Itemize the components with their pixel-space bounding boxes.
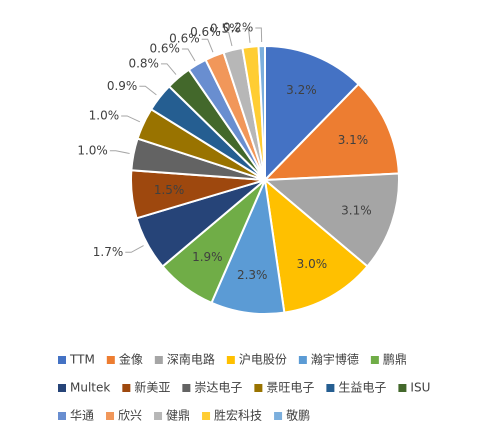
- data-label: 0.6%: [169, 32, 200, 46]
- legend-swatch: [122, 384, 131, 392]
- legend-label: 金像: [119, 352, 143, 367]
- legend-label: 欣兴: [118, 409, 142, 423]
- legend-swatch: [202, 412, 211, 420]
- data-label: 1.0%: [77, 143, 108, 157]
- pie-slice: [263, 177, 369, 314]
- pie-slice: [262, 82, 400, 182]
- leader-line: [109, 150, 130, 154]
- data-label: 0.5%: [210, 21, 241, 35]
- legend-swatch: [182, 384, 191, 392]
- legend-label: Multek: [70, 381, 110, 395]
- data-label: 3.1%: [338, 133, 369, 147]
- data-label: 0.6%: [190, 25, 221, 39]
- data-label: 0.2%: [223, 21, 254, 35]
- legend-swatch: [154, 412, 163, 420]
- data-label: 1.5%: [154, 183, 185, 197]
- leader-line: [160, 63, 177, 75]
- legend-label: 胜宏科技: [214, 408, 262, 423]
- data-label: 3.1%: [341, 203, 372, 217]
- legend-label: 景旺电子: [266, 381, 314, 395]
- leader-line: [201, 38, 214, 53]
- legend-label: 新美亚: [134, 380, 170, 395]
- legend-swatch: [254, 384, 263, 392]
- legend-swatch: [370, 356, 379, 364]
- data-label: 3.2%: [286, 83, 317, 97]
- legend-swatch: [326, 384, 335, 392]
- leader-line: [181, 48, 196, 62]
- leader-line: [242, 28, 251, 43]
- legend-label: 瀚宇博德: [311, 352, 359, 367]
- leader-line: [222, 31, 233, 47]
- legend-swatch: [154, 356, 163, 364]
- data-label: 2.3%: [237, 268, 268, 282]
- data-label: 1.0%: [89, 108, 120, 122]
- legend-label: 华通: [70, 409, 94, 423]
- legend-swatch: [58, 356, 66, 364]
- legend-label: 生益电子: [338, 381, 386, 395]
- legend-swatch: [106, 412, 115, 420]
- legend-swatch: [398, 384, 407, 392]
- data-label: 1.7%: [93, 245, 124, 259]
- legend-label: TTM: [69, 353, 95, 367]
- legend-swatch: [58, 384, 66, 392]
- legend-label: 健鼎: [166, 409, 190, 423]
- legend-label: 深南电路: [167, 352, 215, 367]
- legend-label: 敬鹏: [286, 409, 310, 423]
- pie-slice: [262, 172, 400, 268]
- data-label: 0.9%: [107, 79, 138, 93]
- legend-swatch: [298, 356, 307, 364]
- pie-slice: [264, 44, 361, 183]
- data-label: 0.6%: [149, 41, 180, 55]
- data-label: 3.0%: [297, 257, 328, 271]
- legend-swatch: [58, 412, 66, 420]
- data-label: 1.9%: [192, 250, 223, 264]
- legend-swatch: [106, 356, 115, 364]
- data-label: 0.8%: [128, 56, 159, 70]
- leader-line: [125, 245, 144, 253]
- legend-swatch: [274, 412, 283, 420]
- legend-label: 沪电股份: [239, 353, 287, 367]
- legend-label: ISU: [410, 381, 430, 395]
- legend-swatch: [226, 356, 235, 364]
- legend-label: 崇达电子: [194, 381, 242, 395]
- leader-line: [255, 27, 263, 43]
- legend-label: 鹏鼎: [383, 353, 407, 367]
- leader-line: [139, 85, 157, 96]
- leader-line: [121, 115, 141, 123]
- pie-slice: [257, 44, 266, 181]
